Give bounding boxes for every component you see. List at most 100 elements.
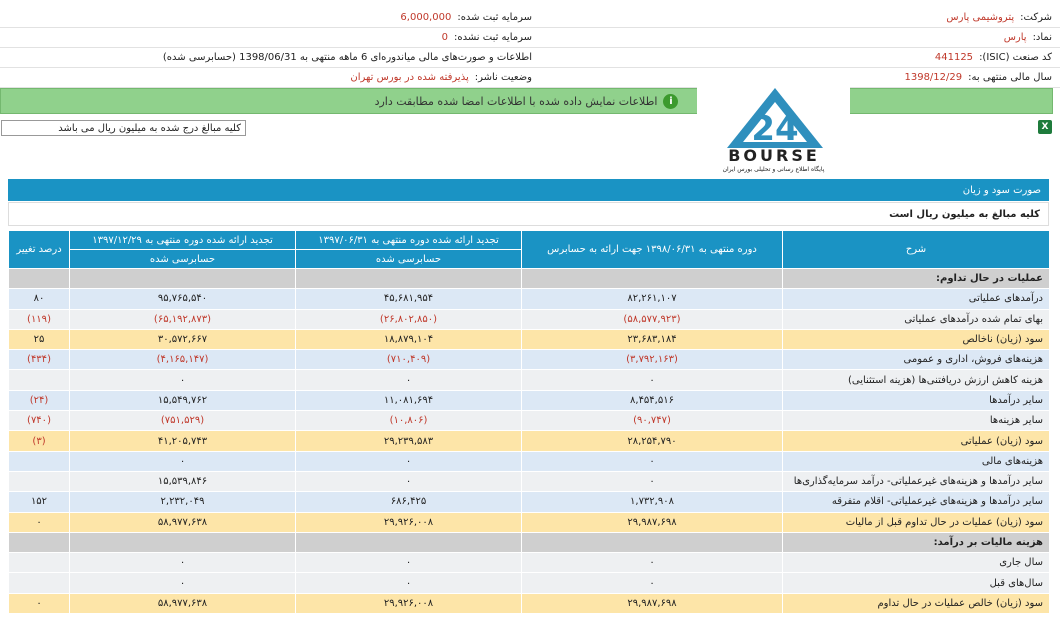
row-description: سایر هزینه‌ها (782, 410, 1050, 432)
table-row: سود (زیان) ناخالص ۲۳,۶۸۳,۱۸۴ ۱۸,۸۷۹,۱۰۴ ۳۰,… (8, 328, 1050, 351)
col-header-current: دوره منتهی به ۱۳۹۸/۰۶/۳۱ جهت ارائه به حس… (521, 230, 783, 269)
report-description: اطلاعات و صورت‌های مالی میاندوره‌ای 6 ما… (162, 52, 532, 63)
cell-change: (۲۴) (8, 389, 70, 412)
capital-reg-label: سرمایه ثبت شده: (457, 12, 532, 23)
capital-reg-value: 6,000,000 (400, 12, 452, 23)
company-value[interactable]: پتروشیمی پارس (946, 12, 1015, 23)
row-description: سود (زیان) عملیات در حال تداوم قبل از ما… (782, 511, 1050, 533)
cell-prior-half: ۰ (295, 552, 522, 574)
cell-change: (۷۴۰) (8, 410, 70, 432)
col-header-prior-half: تجدید ارائه شده دوره منتهی به ۱۳۹۷/۰۶/۳۱ (295, 230, 522, 250)
cell-change (8, 470, 70, 493)
cell-current: ۲۳,۶۸۳,۱۸۴ (521, 328, 783, 351)
cell-current: (۹۰,۷۴۷) (521, 410, 783, 432)
table-row: سایر درآمدها و هزینه‌های غیرعملیاتی- درآ… (8, 470, 1050, 493)
cell-prior-year: ۹۵,۷۶۵,۵۴۰ (69, 288, 296, 310)
section-title: صورت سود و زیان (8, 179, 1049, 201)
cell-current (521, 267, 783, 290)
cell-change: ۰ (8, 511, 70, 533)
table-row: هزینه مالیات بر درآمد: (8, 531, 1050, 554)
cell-prior-year: ۰ (69, 450, 296, 472)
row-description: هزینه‌های فروش، اداری و عمومی (782, 349, 1050, 371)
table-row: عملیات در حال تداوم: (8, 267, 1050, 290)
income-statement-table: شرح دوره منتهی به ۱۳۹۸/۰۶/۳۱ جهت ارائه ب… (8, 230, 1050, 615)
excel-export-icon[interactable]: X (1038, 120, 1052, 134)
table-row: هزینه‌های فروش، اداری و عمومی (۳,۷۹۲,۱۶۳)… (8, 349, 1050, 371)
table-row: درآمدهای عملیاتی ۸۲,۲۶۱,۱۰۷ ۴۵,۶۸۱,۹۵۴ ۹۵,۷… (8, 288, 1050, 310)
cell-prior-year: (۴,۱۶۵,۱۴۷) (69, 349, 296, 371)
cell-prior-year: ۱۵,۵۳۹,۸۴۶ (69, 470, 296, 493)
cell-change: (۴۳۴) (8, 349, 70, 371)
cell-current: ۰ (521, 450, 783, 472)
symbol-label: نماد: (1032, 32, 1052, 43)
row-description: سایر درآمدها (782, 389, 1050, 412)
table-row: سود (زیان) عملیاتی ۲۸,۲۵۴,۷۹۰ ۲۹,۲۳۹,۵۸۳ ۴۱… (8, 430, 1050, 452)
row-description: سال جاری (782, 552, 1050, 574)
cell-prior-year: ۰ (69, 572, 296, 594)
cell-current: ۸۲,۲۶۱,۱۰۷ (521, 288, 783, 310)
table-row: سال‌های قبل ۰ ۰ ۰ (8, 572, 1050, 594)
cell-change (8, 572, 70, 594)
table-row: سال جاری ۰ ۰ ۰ (8, 552, 1050, 574)
cell-current: (۳,۷۹۲,۱۶۳) (521, 349, 783, 371)
logo-number: 24 (751, 109, 798, 149)
cell-change (8, 552, 70, 574)
cell-current: ۰ (521, 470, 783, 493)
cell-prior-year: ۰ (69, 552, 296, 574)
cell-prior-half (295, 531, 522, 554)
units-caption: کلیه مبالغ به میلیون ریال است (8, 202, 1049, 226)
cell-prior-half: ۲۹,۲۳۹,۵۸۳ (295, 430, 522, 452)
cell-prior-half: ۰ (295, 450, 522, 472)
symbol-cell: نماد: پارس (540, 28, 1060, 47)
logo-subtitle: پایگاه اطلاع رسانی و تحلیلی بورس ایران (722, 166, 825, 173)
row-description: هزینه‌های مالی (782, 450, 1050, 472)
col-header-change: درصد تغییر (8, 230, 70, 269)
table-row: هزینه کاهش ارزش دریافتنی‌ها (هزینه استثن… (8, 369, 1050, 391)
cell-change: (۳) (8, 430, 70, 452)
table-row: هزینه‌های مالی ۰ ۰ ۰ (8, 450, 1050, 472)
cell-prior-year (69, 531, 296, 554)
cell-prior-year: (۷۵۱,۵۲۹) (69, 410, 296, 432)
cell-prior-year: ۵۸,۹۷۷,۶۳۸ (69, 511, 296, 533)
cell-prior-year: ۵۸,۹۷۷,۶۳۸ (69, 592, 296, 615)
cell-current: ۲۹,۹۸۷,۶۹۸ (521, 511, 783, 533)
col-header-desc: شرح (782, 230, 1050, 269)
cell-prior-half: ۲۹,۹۲۶,۰۰۸ (295, 511, 522, 533)
cell-prior-year: ۱۵,۵۴۹,۷۶۲ (69, 389, 296, 412)
table-row: سایر هزینه‌ها (۹۰,۷۴۷) (۱۰,۸۰۶) (۷۵۱,۵۲۹) (۷… (8, 410, 1050, 432)
cell-prior-half: (۷۱۰,۴۰۹) (295, 349, 522, 371)
table-row: سایر درآمدها و هزینه‌های غیرعملیاتی- اقل… (8, 491, 1050, 513)
row-description: سود (زیان) عملیاتی (782, 430, 1050, 452)
cell-current: ۱,۷۳۲,۹۰۸ (521, 491, 783, 513)
banner-text: اطلاعات نمایش داده شده با اطلاعات امضا ش… (374, 94, 658, 108)
company-info: شرکت: پتروشیمی پارس سرمایه ثبت شده: 6,00… (0, 8, 1060, 88)
row-description: هزینه کاهش ارزش دریافتنی‌ها (هزینه استثن… (782, 369, 1050, 391)
cell-prior-half: ۲۹,۹۲۶,۰۰۸ (295, 592, 522, 615)
cell-prior-half: ۰ (295, 572, 522, 594)
capital-reg-cell: سرمایه ثبت شده: 6,000,000 (20, 8, 540, 27)
col-subheader-audited: حسابرسی شده (295, 249, 522, 269)
status-label: وضعیت ناشر: (474, 72, 532, 83)
logo-mark-icon: 24 (727, 88, 823, 149)
info-row: شرکت: پتروشیمی پارس سرمایه ثبت شده: 6,00… (0, 8, 1060, 28)
cell-prior-year: ۴۱,۲۰۵,۷۴۳ (69, 430, 296, 452)
capital-unreg-label: سرمایه ثبت نشده: (454, 32, 532, 43)
cell-prior-year: ۰ (69, 369, 296, 391)
cell-prior-year: (۶۵,۱۹۲,۸۷۳) (69, 308, 296, 330)
cell-change: (۱۱۹) (8, 308, 70, 330)
fiscal-cell: سال مالی منتهی به: 1398/12/29 (540, 68, 1060, 87)
cell-prior-half: (۲۶,۸۰۲,۸۵۰) (295, 308, 522, 330)
cell-current: ۰ (521, 572, 783, 594)
cell-current: ۰ (521, 369, 783, 391)
symbol-value[interactable]: پارس (1003, 32, 1027, 43)
info-row: سال مالی منتهی به: 1398/12/29 وضعیت ناشر… (0, 68, 1060, 88)
table-row: سایر درآمدها ۸,۴۵۴,۵۱۶ ۱۱,۰۸۱,۶۹۴ ۱۵,۵۴۹,۷۶… (8, 389, 1050, 412)
row-description: سود (زیان) خالص عملیات در حال تداوم (782, 592, 1050, 615)
cell-current: ۲۸,۲۵۴,۷۹۰ (521, 430, 783, 452)
fiscal-value: 1398/12/29 (904, 72, 963, 83)
cell-change (8, 267, 70, 290)
isic-cell: کد صنعت (ISIC): 441125 (540, 48, 1060, 67)
row-description: سود (زیان) ناخالص (782, 328, 1050, 351)
status-cell: وضعیت ناشر: پذیرفته شده در بورس تهران (20, 68, 540, 87)
logo-word: BOURSE (728, 146, 820, 165)
